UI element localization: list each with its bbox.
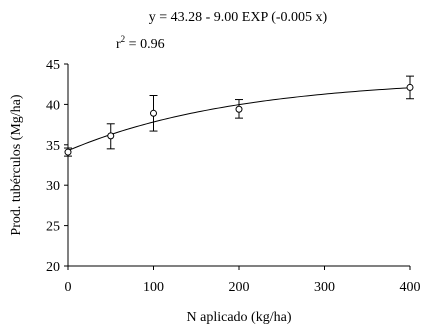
equation-text: y = 43.28 - 9.00 EXP (-0.005 x) (149, 10, 328, 25)
data-points (64, 75, 414, 157)
y-tick-label: 30 (46, 179, 60, 194)
data-marker (107, 132, 115, 140)
y-tick-label: 45 (46, 58, 60, 73)
x-axis-label: N aplicado (kg/ha) (187, 310, 292, 325)
data-point (64, 147, 72, 157)
y-tick-label: 35 (46, 139, 60, 154)
y-tick-label: 40 (46, 98, 60, 113)
data-point (235, 99, 243, 119)
data-marker (235, 105, 243, 113)
data-point (406, 75, 414, 100)
y-ticks: 20 25 30 35 40 45 (46, 58, 68, 275)
x-tick-label: 0 (65, 280, 72, 295)
x-tick-label: 300 (314, 280, 335, 295)
r2-superscript: 2 (121, 34, 126, 44)
x-tick-label: 200 (229, 280, 250, 295)
data-point (149, 95, 158, 132)
equation-annotation: y = 43.28 - 9.00 EXP (-0.005 x) r2 = 0.9… (116, 10, 328, 52)
plot-area: 20 25 30 35 40 45 0 100 200 300 400 (46, 58, 421, 295)
y-tick-label: 25 (46, 220, 60, 235)
r2-label: r (116, 37, 121, 52)
y-tick-label: 20 (46, 260, 60, 275)
x-tick-label: 400 (400, 280, 421, 295)
data-marker (64, 148, 72, 156)
x-tick-label: 100 (143, 280, 164, 295)
r2-value: = 0.96 (125, 37, 164, 52)
y-axis-label: Prod. tubérculos (Mg/ha) (9, 94, 24, 235)
data-point (106, 123, 115, 150)
fit-curve (67, 87, 411, 152)
data-marker (406, 83, 414, 91)
data-marker (150, 109, 157, 117)
x-ticks: 0 100 200 300 400 (65, 266, 421, 295)
r2-text: r2 = 0.96 (116, 34, 165, 52)
